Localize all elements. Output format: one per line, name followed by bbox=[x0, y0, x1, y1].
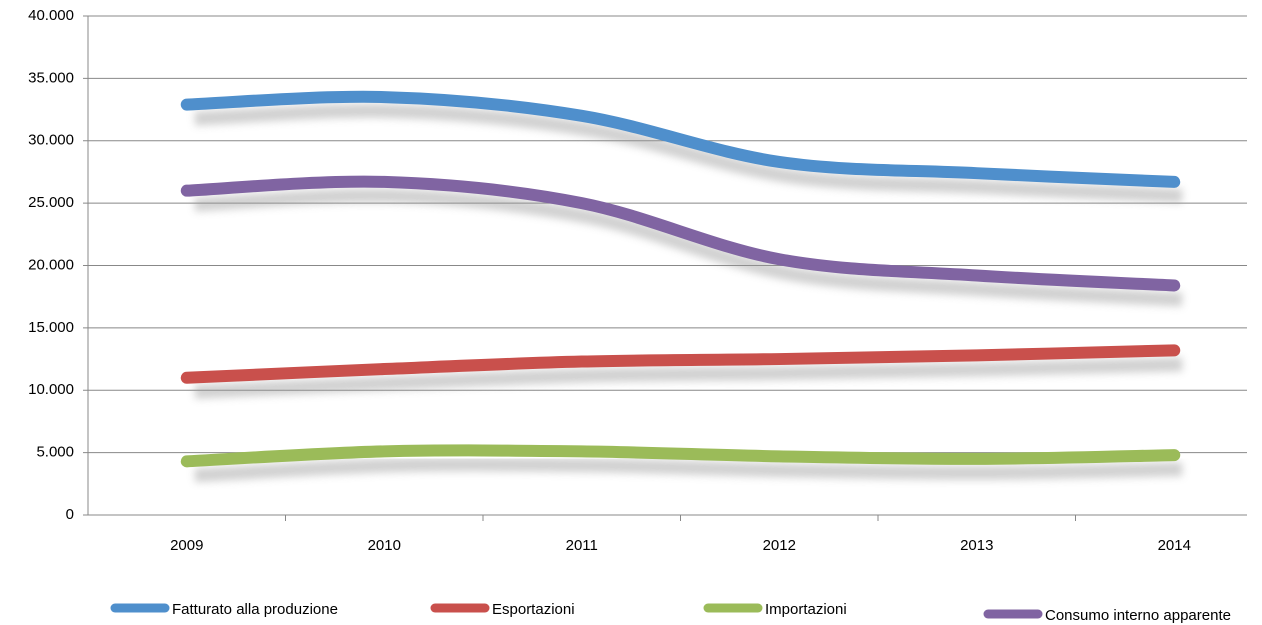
legend-item: Consumo interno apparente bbox=[983, 607, 1231, 624]
line bbox=[180, 90, 1181, 188]
y-tick-label: 15.000 bbox=[28, 319, 74, 336]
y-tick-label: 20.000 bbox=[28, 256, 74, 273]
x-tick-label: 2012 bbox=[763, 537, 796, 554]
line-shadow bbox=[194, 457, 1183, 483]
line-shadow bbox=[194, 357, 1183, 399]
x-tick-label: 2014 bbox=[1158, 537, 1191, 554]
x-tick-label: 2009 bbox=[170, 537, 203, 554]
legend-item: Esportazioni bbox=[430, 601, 575, 618]
line bbox=[180, 444, 1181, 468]
legend-label: Esportazioni bbox=[492, 601, 575, 618]
line-shadow bbox=[194, 103, 1183, 203]
x-tick-label: 2013 bbox=[960, 537, 993, 554]
y-tick-label: 30.000 bbox=[28, 132, 74, 149]
line bbox=[180, 175, 1181, 292]
legend-item: Importazioni bbox=[703, 601, 847, 618]
legend-label: Fatturato alla produzione bbox=[172, 601, 338, 618]
y-tick-label: 5.000 bbox=[36, 444, 74, 461]
y-tick-label: 0 bbox=[66, 506, 74, 523]
y-tick-label: 40.000 bbox=[28, 7, 74, 24]
legend-label: Consumo interno apparente bbox=[1045, 607, 1231, 624]
x-tick-label: 2010 bbox=[368, 537, 401, 554]
y-tick-label: 25.000 bbox=[28, 194, 74, 211]
y-tick-label: 10.000 bbox=[28, 381, 74, 398]
line-shadow bbox=[194, 188, 1183, 307]
legend-item: Fatturato alla produzione bbox=[110, 601, 338, 618]
y-tick-label: 35.000 bbox=[28, 69, 74, 86]
legend-label: Importazioni bbox=[765, 601, 847, 618]
x-tick-label: 2011 bbox=[566, 537, 598, 554]
line bbox=[180, 344, 1181, 384]
